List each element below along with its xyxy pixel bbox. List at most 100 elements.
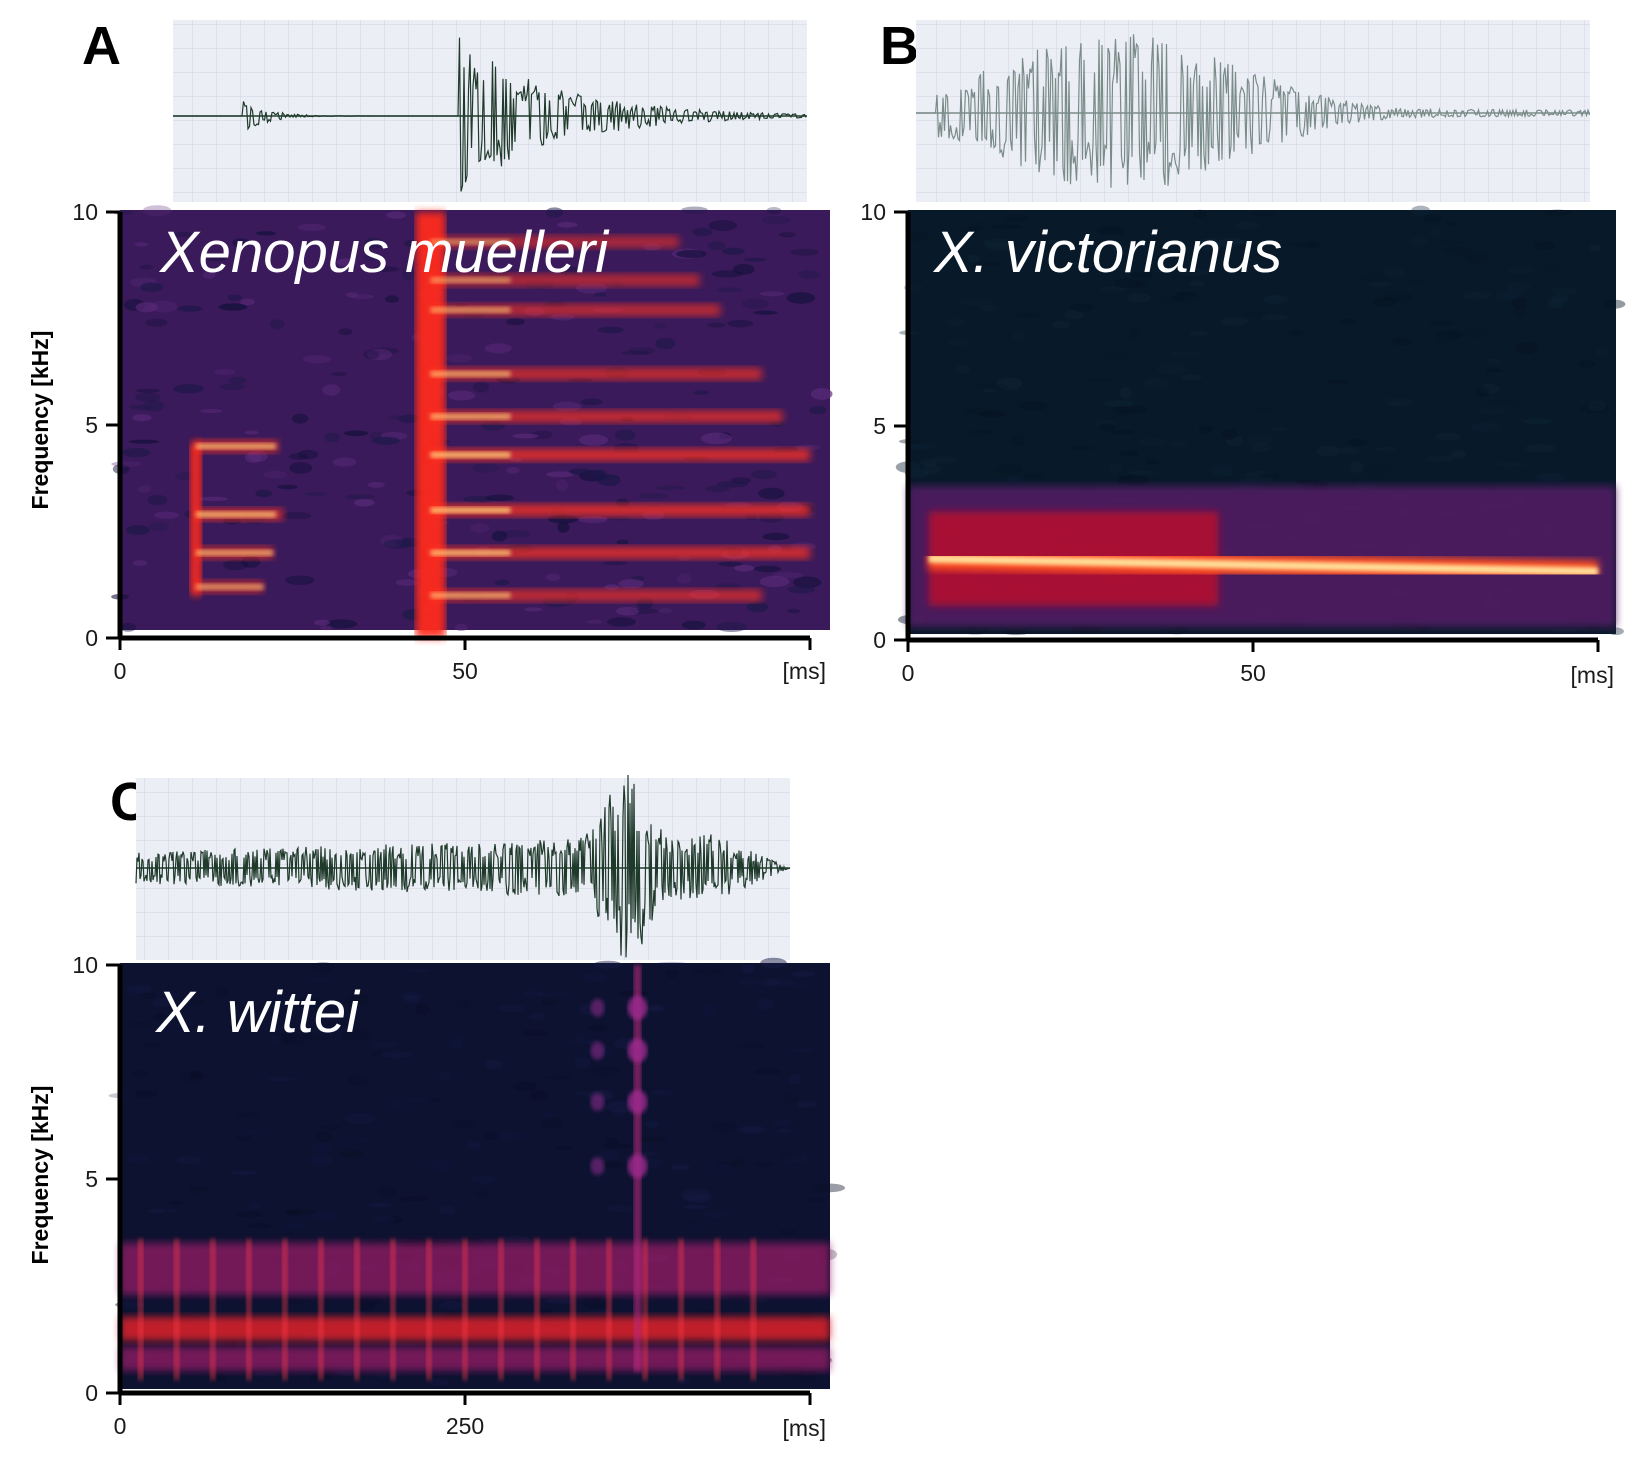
- x-tick-label: 250: [446, 1413, 484, 1439]
- noise-speck: [1158, 296, 1185, 303]
- noise-speck: [236, 1006, 265, 1012]
- noise-speck: [575, 1090, 594, 1096]
- noise-speck: [537, 991, 568, 998]
- noise-speck: [473, 381, 490, 393]
- noise-speck: [1172, 291, 1201, 303]
- noise-speck: [135, 302, 158, 313]
- noise-speck: [143, 399, 165, 412]
- noise-speck: [244, 430, 259, 435]
- noise-speck: [366, 348, 393, 361]
- noise-speck: [718, 561, 743, 567]
- noise-speck: [1188, 330, 1210, 336]
- noise-speck: [548, 514, 578, 524]
- noise-speck: [371, 1041, 399, 1048]
- noise-speck: [371, 1215, 396, 1223]
- noise-speck: [750, 469, 778, 480]
- harmonic-band: [430, 448, 810, 461]
- noise-speck: [602, 1143, 632, 1149]
- noise-speck: [1258, 472, 1280, 479]
- noise-speck: [168, 1200, 184, 1205]
- noise-speck: [967, 254, 981, 264]
- frequency-band: [120, 1316, 830, 1341]
- noise-speck: [1130, 271, 1154, 279]
- noise-speck: [506, 318, 525, 326]
- harmonic-band: [430, 367, 762, 380]
- peak-harmonic-blob: [590, 1041, 605, 1060]
- noise-speck: [813, 1183, 846, 1193]
- noise-speck: [1069, 303, 1094, 312]
- noise-speck: [178, 1294, 202, 1301]
- x-tick-label: 50: [452, 658, 478, 684]
- harmonic-core: [195, 443, 276, 450]
- noise-speck: [1098, 423, 1116, 432]
- noise-speck: [1515, 342, 1539, 354]
- noise-speck: [593, 960, 623, 969]
- noise-speck: [132, 414, 152, 422]
- noise-speck: [588, 1024, 610, 1032]
- noise-speck: [349, 294, 375, 300]
- noise-speck: [707, 241, 726, 251]
- harmonic-core: [430, 592, 511, 599]
- noise-speck: [1156, 364, 1188, 375]
- noise-speck: [1052, 321, 1071, 329]
- noise-speck: [315, 1131, 333, 1143]
- noise-speck: [806, 1197, 826, 1203]
- pulse-mark: [678, 1238, 685, 1381]
- harmonic-core: [430, 413, 511, 420]
- noise-speck: [692, 967, 724, 975]
- noise-speck: [512, 433, 539, 439]
- noise-speck: [948, 338, 968, 347]
- noise-speck: [339, 1148, 363, 1158]
- noise-speck: [683, 1194, 713, 1203]
- harmonic-core: [430, 306, 511, 313]
- noise-speck: [709, 1121, 736, 1133]
- harmonic-band: [430, 410, 783, 423]
- noise-speck: [1067, 445, 1094, 451]
- noise-speck: [484, 1059, 504, 1070]
- noise-speck: [766, 978, 794, 987]
- noise-speck: [1169, 350, 1202, 357]
- noise-speck: [1005, 475, 1021, 486]
- noise-speck: [541, 998, 558, 1006]
- pulse-mark: [642, 1238, 649, 1381]
- noise-speck: [1544, 264, 1564, 269]
- noise-speck: [545, 207, 564, 218]
- noise-speck: [1269, 426, 1288, 432]
- noise-speck: [707, 322, 726, 328]
- noise-speck: [367, 1203, 392, 1208]
- noise-speck: [373, 1373, 403, 1379]
- harmonic-core: [430, 277, 511, 284]
- noise-speck: [1463, 328, 1488, 339]
- noise-speck: [1470, 422, 1501, 432]
- noise-speck: [152, 1013, 166, 1021]
- spectrogram-marks-c: [120, 965, 830, 1381]
- noise-speck: [782, 982, 810, 988]
- noise-speck: [604, 584, 620, 590]
- noise-speck: [798, 1370, 818, 1381]
- noise-speck: [297, 449, 319, 460]
- noise-speck: [1448, 448, 1466, 460]
- noise-speck: [1287, 241, 1317, 248]
- noise-speck: [235, 1211, 263, 1218]
- noise-speck: [1245, 253, 1261, 259]
- noise-speck: [1012, 331, 1026, 342]
- noise-speck: [582, 973, 607, 982]
- noise-speck: [1578, 360, 1595, 369]
- noise-speck: [1486, 358, 1501, 365]
- noise-speck: [766, 206, 782, 215]
- noise-speck: [995, 377, 1023, 390]
- noise-speck: [234, 1135, 252, 1142]
- noise-speck: [779, 232, 797, 238]
- noise-speck: [528, 1012, 547, 1020]
- noise-speck: [266, 1077, 297, 1082]
- noise-speck: [394, 1341, 417, 1348]
- noise-speck: [384, 295, 400, 303]
- noise-speck: [778, 1128, 792, 1134]
- noise-speck: [754, 1161, 775, 1168]
- noise-speck: [285, 1208, 317, 1215]
- noise-speck: [658, 607, 673, 614]
- noise-speck: [521, 1030, 549, 1037]
- noise-speck: [1250, 442, 1272, 452]
- noise-speck: [387, 1098, 407, 1111]
- noise-speck: [773, 1119, 791, 1127]
